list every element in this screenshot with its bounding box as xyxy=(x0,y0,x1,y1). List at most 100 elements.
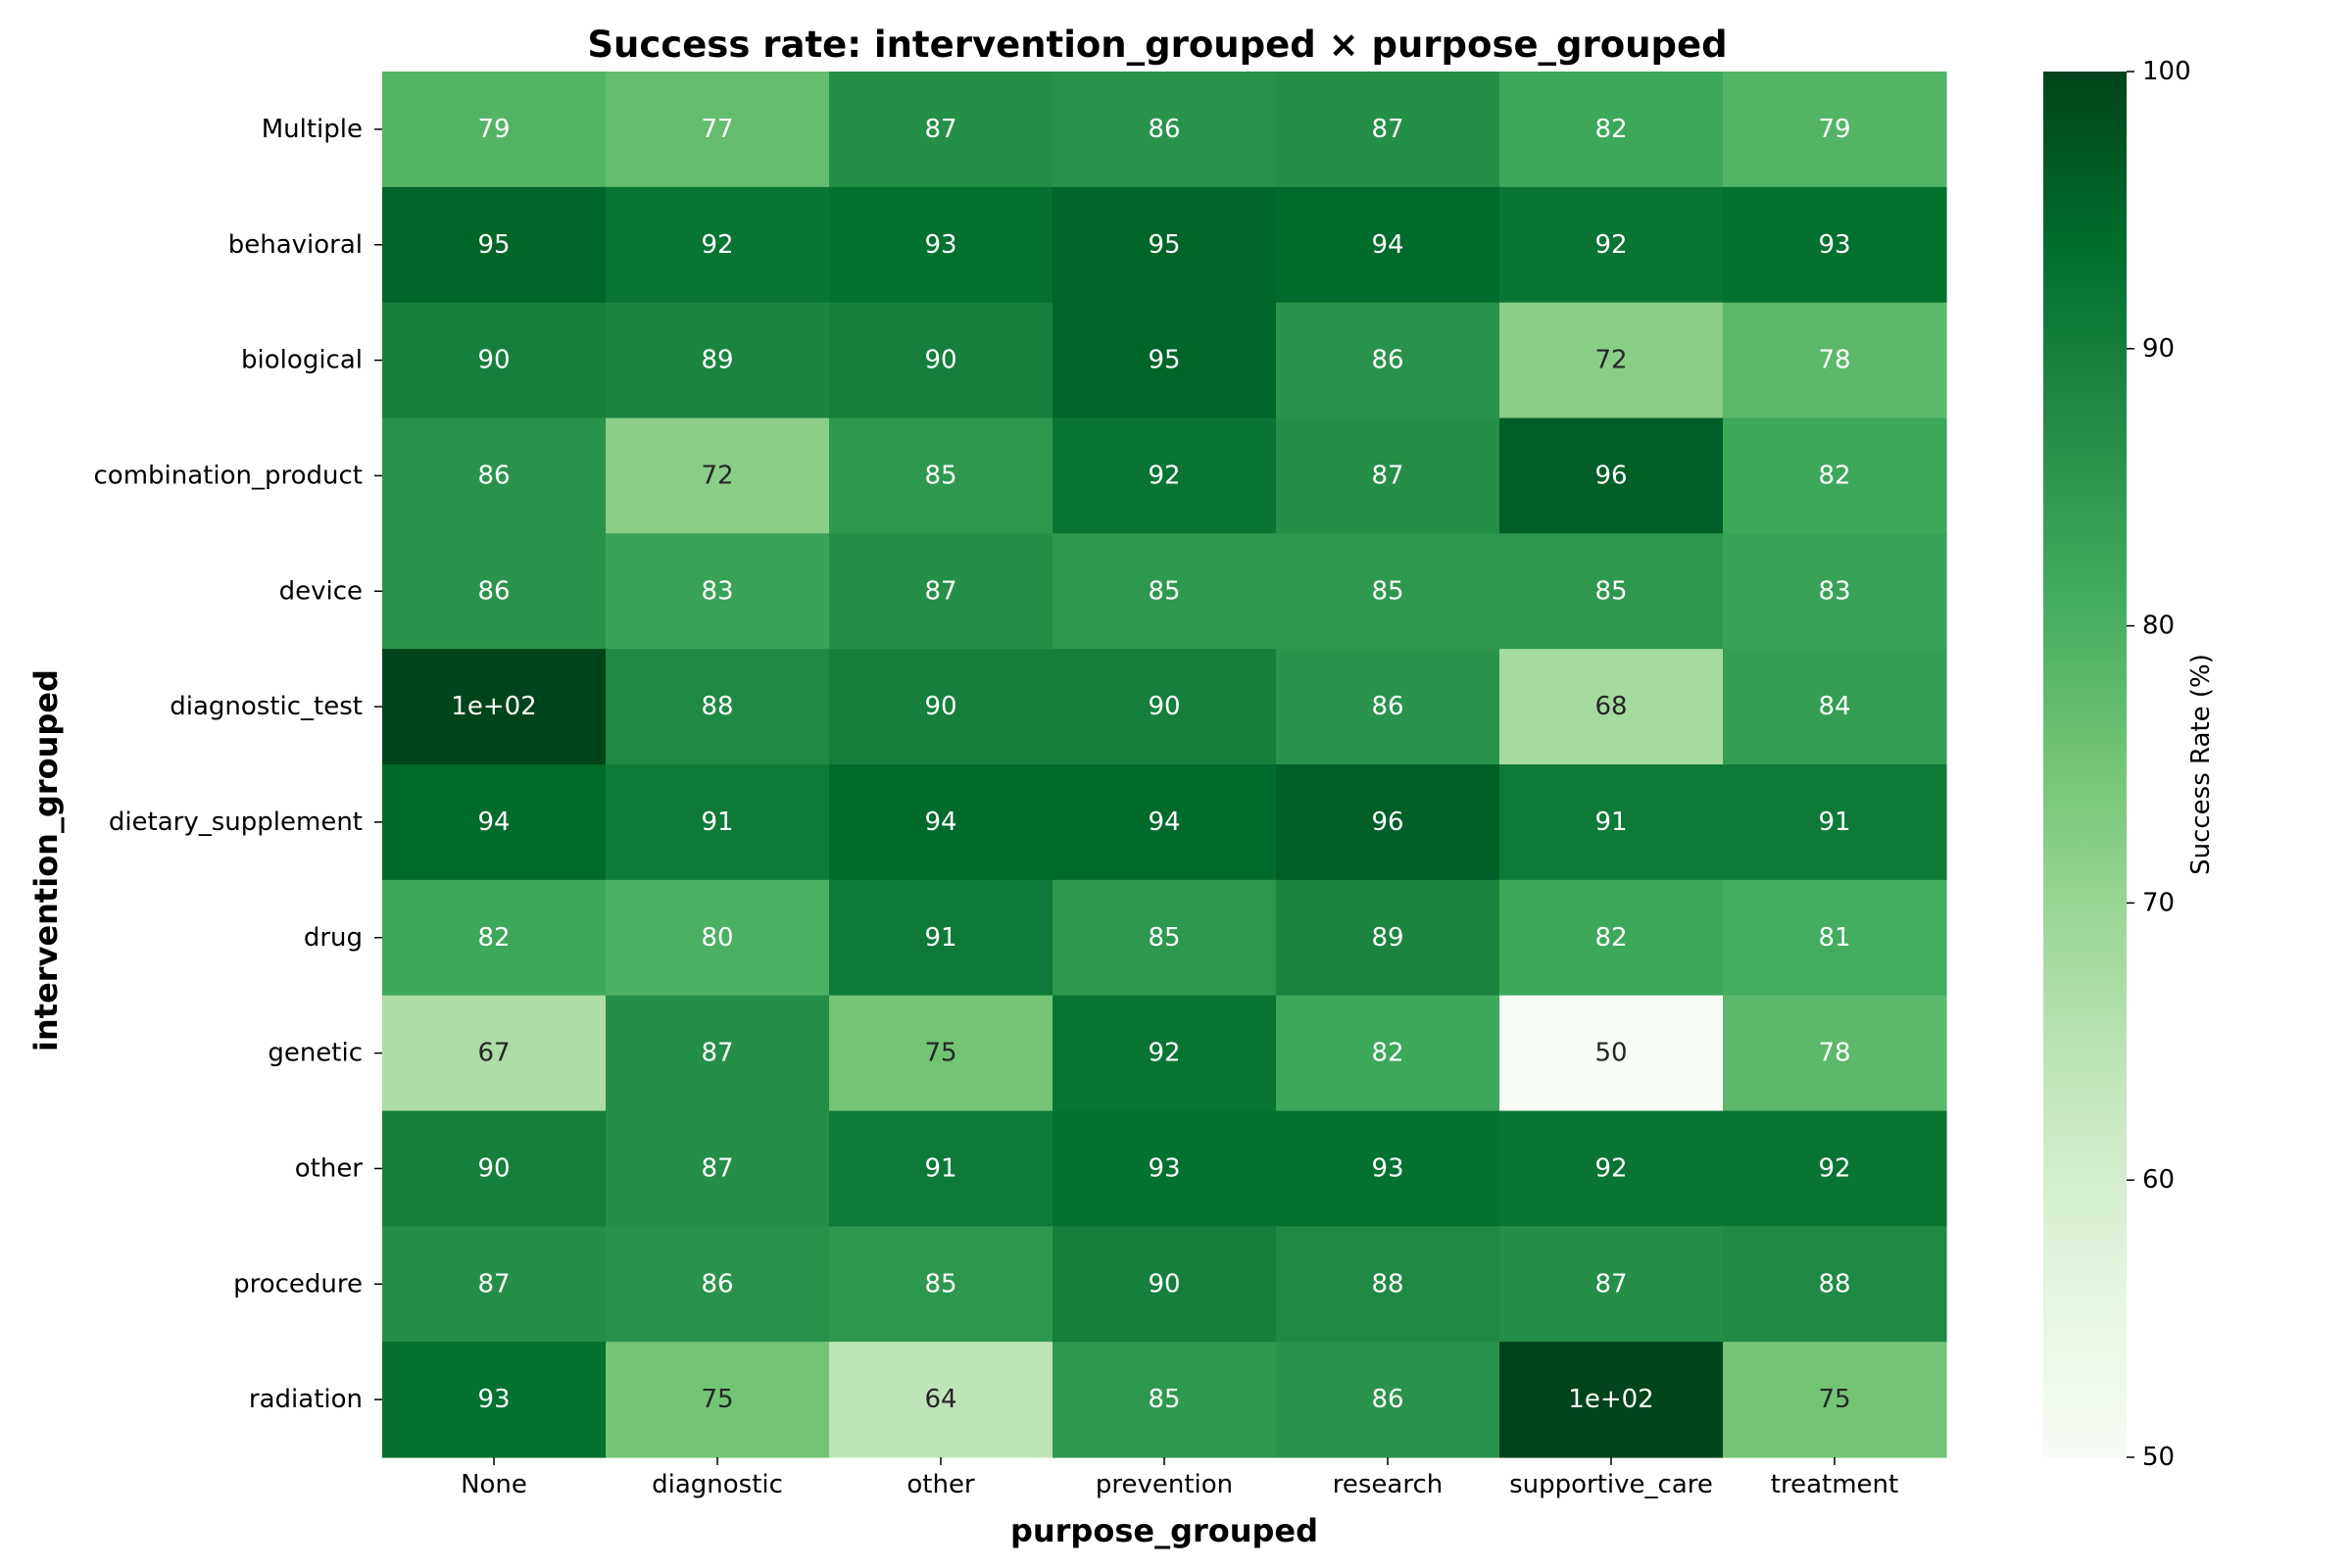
cell-value-label: 85 xyxy=(924,1269,956,1298)
cell-value-label: 1e+02 xyxy=(451,692,536,721)
cell-value-label: 90 xyxy=(1148,692,1180,721)
heatmap-cell xyxy=(1053,417,1277,534)
cell-value-label: 87 xyxy=(1371,115,1403,144)
heatmap-cell xyxy=(1276,72,1500,188)
cell-value-label: 90 xyxy=(924,692,956,721)
colorbar-tick-label: 70 xyxy=(2142,888,2175,917)
heatmap-cell xyxy=(382,302,607,419)
cell-value-label: 81 xyxy=(1818,923,1850,953)
cell-value-label: 85 xyxy=(1148,923,1180,953)
heatmap-cell xyxy=(606,1110,830,1227)
cell-value-label: 94 xyxy=(477,808,510,837)
heatmap-cell xyxy=(606,302,830,419)
cell-value-label: 92 xyxy=(701,230,733,260)
cell-value-label: 87 xyxy=(701,1039,733,1068)
cell-value-label: 92 xyxy=(1594,1153,1627,1183)
heatmap-cell xyxy=(1053,533,1277,650)
y-tick-label: Multiple xyxy=(262,115,363,144)
colorbar-title: Success Rate (%) xyxy=(2186,654,2216,875)
cell-value-label: 75 xyxy=(1818,1385,1850,1414)
heatmap-cell xyxy=(1723,417,1947,534)
cell-value-label: 96 xyxy=(1594,461,1627,490)
cell-value-label: 92 xyxy=(1594,230,1627,260)
x-tick-label: treatment xyxy=(1771,1470,1898,1499)
cell-value-label: 87 xyxy=(924,115,956,144)
y-tick-label: diagnostic_test xyxy=(170,692,363,721)
heatmap-cell xyxy=(382,533,607,650)
x-tick-label: other xyxy=(906,1470,975,1499)
y-tick-label: drug xyxy=(304,923,363,953)
cell-value-label: 91 xyxy=(701,808,733,837)
cell-value-label: 93 xyxy=(477,1385,510,1414)
cell-value-label: 92 xyxy=(1818,1153,1850,1183)
heatmap-cell xyxy=(1499,649,1724,765)
cell-value-label: 88 xyxy=(1818,1269,1850,1298)
colorbar-tick-label: 80 xyxy=(2142,612,2175,641)
cell-value-label: 89 xyxy=(1371,923,1403,953)
cell-value-label: 91 xyxy=(1594,808,1627,837)
heatmap-cell xyxy=(1723,72,1947,188)
cell-value-label: 82 xyxy=(1594,923,1627,953)
cell-value-label: 75 xyxy=(924,1039,956,1068)
cell-value-label: 94 xyxy=(1148,808,1180,837)
cell-value-label: 84 xyxy=(1818,692,1850,721)
cell-value-label: 86 xyxy=(701,1269,733,1298)
cell-value-label: 85 xyxy=(1371,576,1403,606)
cell-value-label: 93 xyxy=(1818,230,1850,260)
cell-value-label: 94 xyxy=(1371,230,1403,260)
heatmap-cell xyxy=(1499,417,1724,534)
heatmap-cell xyxy=(606,1226,830,1343)
heatmap-cell xyxy=(1276,1110,1500,1227)
heatmap-cell xyxy=(1053,995,1277,1112)
heatmap-cell xyxy=(829,72,1054,188)
heatmap-cell xyxy=(1499,1342,1724,1458)
heatmap-cell xyxy=(1276,1342,1500,1458)
cell-value-label: 89 xyxy=(701,346,733,375)
heatmap-cell xyxy=(1723,186,1947,304)
x-axis-ticks: None diagnostic other prevention research sup… xyxy=(461,1457,1898,1499)
cell-value-label: 90 xyxy=(477,346,510,375)
cell-value-label: 85 xyxy=(924,461,956,490)
heatmap-cell xyxy=(606,533,830,650)
x-tick-label: diagnostic xyxy=(652,1470,783,1499)
chart-title: Success rate: intervention_grouped × pur… xyxy=(587,24,1727,66)
y-tick-label: genetic xyxy=(268,1039,363,1068)
colorbar xyxy=(2043,72,2127,1457)
heatmap-cell xyxy=(829,1342,1054,1458)
cell-value-label: 79 xyxy=(477,115,510,144)
cell-value-label: 85 xyxy=(1148,576,1180,606)
cell-value-label: 92 xyxy=(1148,1039,1180,1068)
heatmap-cell xyxy=(1053,302,1277,419)
y-tick-label: combination_product xyxy=(94,461,363,490)
x-tick-label: prevention xyxy=(1096,1470,1233,1499)
heatmap-cell xyxy=(1723,649,1947,765)
heatmap-cell xyxy=(606,879,830,997)
heatmap-cell xyxy=(1276,764,1500,881)
cell-value-label: 93 xyxy=(1148,1153,1180,1183)
cell-value-label: 68 xyxy=(1594,692,1627,721)
heatmap-cell xyxy=(1276,186,1500,304)
heatmap-cell xyxy=(382,1226,607,1343)
heatmap-cell xyxy=(829,302,1054,419)
cell-value-label: 82 xyxy=(1818,461,1850,490)
cell-value-label: 95 xyxy=(1148,230,1180,260)
cell-value-label: 86 xyxy=(1371,1385,1403,1414)
heatmap-cell xyxy=(829,533,1054,650)
cell-labels: 79 77 87 86 87 82 79 95 92 93 95 94 92 93 90 89 90 95 86 72… xyxy=(451,115,1850,1414)
cell-value-label: 87 xyxy=(1594,1269,1627,1298)
cell-value-label: 83 xyxy=(1818,576,1850,606)
heatmap-cell xyxy=(1499,533,1724,650)
cell-value-label: 86 xyxy=(1371,692,1403,721)
cell-value-label: 80 xyxy=(701,923,733,953)
y-axis-ticks: Multiple behavioral biological combination_… xyxy=(94,115,382,1414)
cell-value-label: 64 xyxy=(924,1385,956,1414)
heatmap-cell xyxy=(1053,879,1277,997)
heatmap-cell xyxy=(829,649,1054,765)
heatmap-cell xyxy=(606,417,830,534)
x-tick-label: research xyxy=(1333,1470,1443,1499)
heatmap-cell xyxy=(1276,879,1500,997)
cell-value-label: 72 xyxy=(1594,346,1627,375)
cell-value-label: 82 xyxy=(1371,1039,1403,1068)
heatmap-cell xyxy=(1723,764,1947,881)
colorbar-tick-label: 60 xyxy=(2142,1165,2175,1195)
